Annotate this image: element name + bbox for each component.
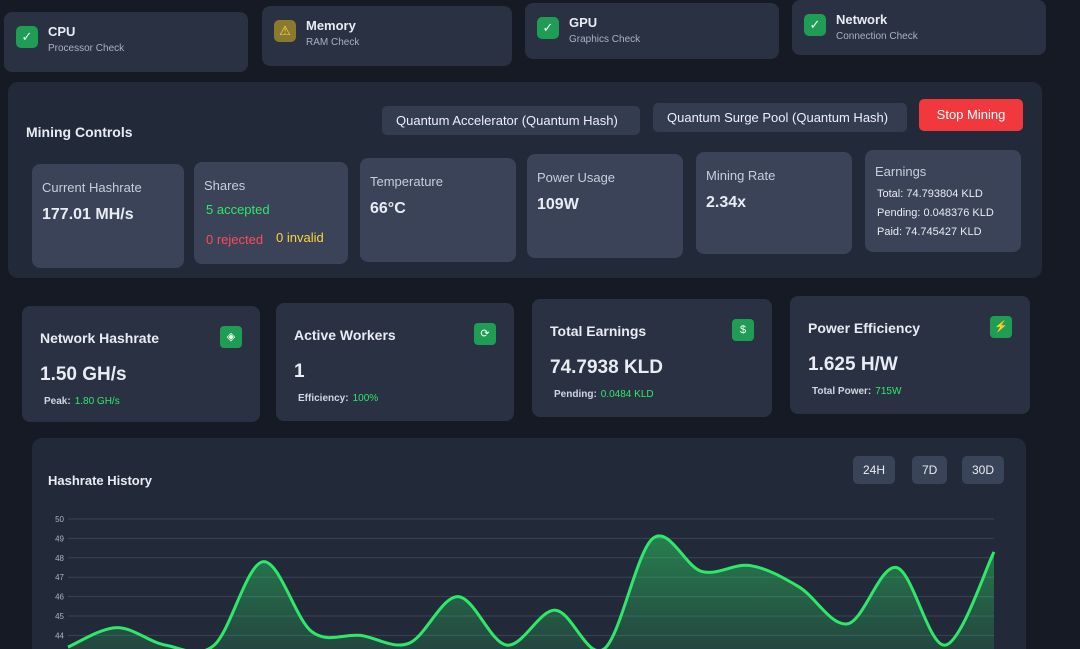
subtitle: RAM Check [306,37,360,48]
y-tick-label: 45 [55,612,64,621]
title: Active Workers [294,327,396,343]
chart-title: Hashrate History [48,473,153,488]
power-efficiency: Power Efficiency ⚡ 1.625 H/W Total Power: 71… [790,296,1030,414]
check-icon: ✓ [804,14,826,36]
sub: Total Power: 715W [812,386,901,397]
hashrate-area [68,536,994,649]
y-tick-label: 47 [55,573,64,582]
title: Network [836,12,888,27]
value: 177.01 MH/s [42,206,134,223]
chart: 50 49 48 47 46 45 44 [55,515,996,649]
label: Shares [204,178,246,193]
icon: ⚡ [990,316,1012,338]
power-card: Power Usage 109W [527,154,683,258]
label: Current Hashrate [42,180,142,195]
sub-label: Pending: [554,389,597,400]
icon: ◈ [220,326,242,348]
label: Mining Rate [706,168,776,183]
y-tick-label: 48 [55,554,64,563]
pending: Pending: 0.048376 KLD [877,207,994,219]
sub-value: 0.0484 KLD [600,389,654,400]
hashrate-history: Hashrate History 24H 7D 30D 50 49 48 47 46 45… [32,438,1026,649]
rate-card: Mining Rate 2.34x [696,152,852,254]
value: 74.7938 KLD [550,357,664,378]
temperature-card: Temperature 66°C [360,158,516,262]
value: 66°C [370,200,406,217]
gpu-check: ✓ GPU Graphics Check [525,3,779,59]
title: Power Efficiency [808,320,921,336]
title: CPU [48,24,76,39]
range-button[interactable]: 30D [962,456,1005,484]
value: 1.625 H/W [808,354,898,375]
total-earnings: Total Earnings $74.7938 KLD Pending: 0.0484… [532,299,772,417]
value: 1 [294,361,305,382]
pool-select[interactable]: Quantum Surge Pool (Quantum Hash) [653,103,907,132]
label: Power Usage [537,170,616,185]
label: Earnings [875,164,927,179]
network-hashrate: Network Hashrate ◈ 1.50 GH/s Peak: 1.80 GH/s [22,306,260,422]
algorithm-select[interactable]: Quantum Accelerator (Quantum Hash) [382,106,640,135]
sub-label: Peak: [44,396,71,407]
mining-controls: Mining Controls Quantum Accelerator (Qua… [8,82,1042,278]
invalid: 0 invalid [276,230,324,245]
active-workers: Active Workers ⟳ 1 Efficiency: 100% [276,303,514,421]
sub: Peak: 1.80 GH/s [44,396,120,407]
title: Memory [306,18,356,33]
hashrate-card: Current Hashrate 177.01 MH/s [32,164,184,268]
sub: Efficiency: 100% [298,393,378,404]
warning-icon: ⚠ [274,20,296,42]
title: Total Earnings [550,323,647,339]
check-icon: ✓ [537,17,559,39]
subtitle: Connection Check [836,31,918,42]
label: Temperature [370,174,443,189]
subtitle: Processor Check [48,43,125,54]
memory-check: ⚠ Memory RAM Check [262,6,512,66]
value: 1.50 GH/s [40,364,127,385]
sub-value: 1.80 GH/s [74,396,120,407]
sub-label: Efficiency: [298,393,349,404]
earnings-card: Earnings Total: 74.793804 KLD Pending: 0.0… [865,150,1021,252]
icon: ⟳ [474,323,496,345]
range-button[interactable]: 7D [912,456,948,484]
sub-value: 715W [875,386,902,397]
value: 109W [537,196,579,213]
total: Total: 74.793804 KLD [877,188,983,200]
title: GPU [569,15,598,30]
value: 2.34x [706,194,747,211]
icon: $ [732,319,754,341]
shares-card: Shares 5 accepted 0 rejected 0 invalid [194,162,348,264]
accepted: 5 accepted [206,202,270,217]
range-button[interactable]: 24H [853,456,896,484]
sub-label: Total Power: [812,386,872,397]
network-check: ✓ Network Connection Check [792,0,1046,55]
stop-button[interactable]: Stop Mining [919,99,1023,131]
y-tick-label: 46 [55,593,64,602]
y-tick-label: 44 [55,631,64,640]
subtitle: Graphics Check [569,34,641,45]
y-tick-label: 49 [55,534,64,543]
sub: Pending: 0.0484 KLD [554,389,654,400]
title: Network Hashrate [40,330,160,346]
paid: Paid: 74.745427 KLD [877,226,982,238]
hashrate-line [67,534,996,649]
y-tick-label: 50 [55,515,64,524]
rejected: 0 rejected [206,232,264,247]
cpu-check: ✓ CPU Processor Check [4,12,248,72]
sub-value: 100% [352,393,379,404]
check-icon: ✓ [16,26,38,48]
section-title: Mining Controls [26,124,133,140]
